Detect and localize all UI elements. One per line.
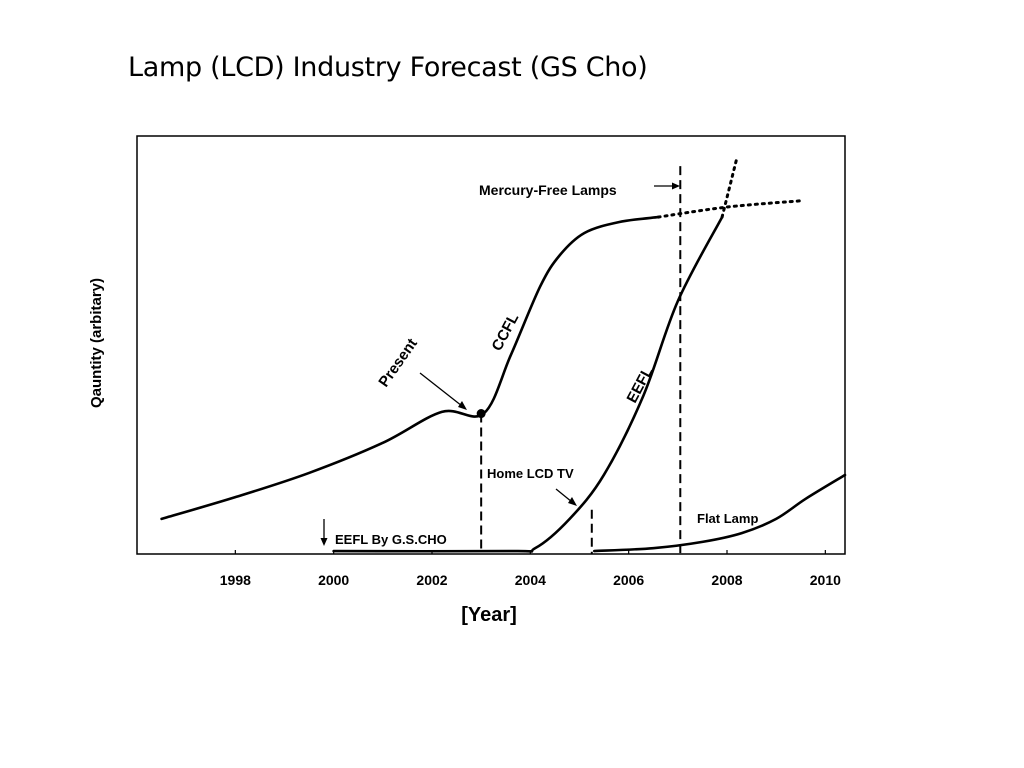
- series-line-eefl: [332, 215, 724, 553]
- annotation-present: Present: [375, 335, 420, 390]
- x-tick-label-2000: 2000: [318, 572, 349, 588]
- x-axis-label: [Year]: [461, 604, 517, 626]
- plot-frame: [136, 135, 846, 555]
- slide-title: Lamp (LCD) Industry Forecast (GS Cho): [128, 52, 648, 83]
- series-layer: [160, 156, 847, 553]
- present-point: [476, 409, 486, 419]
- annotation-eefl-by: EEFL By G.S.CHO: [335, 532, 447, 547]
- series-line-ccfl: [160, 215, 660, 521]
- y-axis-label: Qauntity (arbitary): [88, 278, 105, 408]
- present-arrow: [419, 372, 467, 410]
- x-tick-label-2002: 2002: [416, 572, 447, 588]
- annotation-eefl: EEFL: [624, 364, 657, 406]
- vertical-markers: [476, 166, 682, 554]
- x-tick-label-2010: 2010: [810, 572, 841, 588]
- x-tick-label-1998: 1998: [220, 572, 251, 588]
- series-line-ccfl-forecast: [656, 199, 803, 219]
- x-axis-ticks: 1998 2000 2002 2004 2006 2008 2010: [220, 550, 841, 588]
- mercury-free-arrow: [654, 182, 680, 190]
- x-tick-label-2008: 2008: [711, 572, 742, 588]
- x-tick-label-2004: 2004: [515, 572, 546, 588]
- home-lcd-tv-arrow: [555, 488, 577, 506]
- annotation-flat-lamp: Flat Lamp: [697, 511, 758, 526]
- x-tick-label-2006: 2006: [613, 572, 644, 588]
- annotation-home-lcd-tv: Home LCD TV: [487, 466, 574, 481]
- series-line-eefl-forecast: [720, 156, 739, 219]
- annotation-mercury-free: Mercury-Free Lamps: [479, 182, 617, 198]
- series-line-flat-lamp: [592, 473, 847, 553]
- annotation-ccfl: CCFL: [489, 311, 523, 354]
- eefl-by-arrow: [320, 519, 328, 546]
